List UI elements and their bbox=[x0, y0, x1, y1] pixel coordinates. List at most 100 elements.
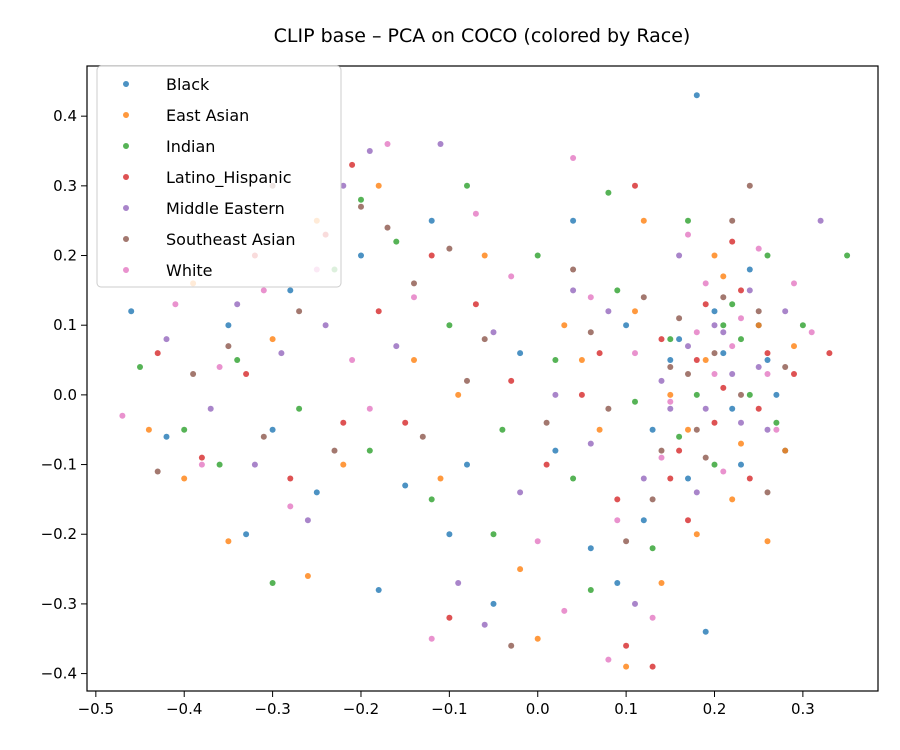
point-5-3 bbox=[260, 433, 267, 440]
point-0-25 bbox=[287, 287, 294, 294]
point-5-4 bbox=[296, 308, 303, 315]
point-0-35 bbox=[773, 391, 780, 398]
y-tick-label: −0.3 bbox=[41, 595, 77, 613]
point-4-11 bbox=[517, 489, 524, 496]
y-tick-label: 0.4 bbox=[53, 107, 77, 125]
chart-title: CLIP base – PCA on COCO (colored by Race… bbox=[274, 25, 691, 47]
y-tick-label: 0.3 bbox=[53, 177, 77, 195]
point-6-23 bbox=[755, 245, 762, 252]
legend-label: East Asian bbox=[166, 106, 249, 125]
point-6-34 bbox=[570, 155, 577, 161]
point-1-29 bbox=[685, 426, 691, 433]
point-5-23 bbox=[764, 489, 771, 496]
point-3-11 bbox=[508, 377, 515, 384]
point-5-16 bbox=[640, 294, 647, 301]
point-3-2 bbox=[243, 371, 250, 377]
point-3-9 bbox=[446, 614, 453, 621]
y-tick-label: −0.1 bbox=[41, 456, 77, 474]
point-4-18 bbox=[693, 489, 700, 496]
point-1-11 bbox=[534, 635, 541, 642]
point-6-17 bbox=[649, 614, 656, 621]
point-2-21 bbox=[764, 252, 771, 259]
point-2-26 bbox=[587, 587, 594, 593]
point-2-6 bbox=[366, 447, 373, 454]
point-6-12 bbox=[534, 538, 541, 545]
point-0-17 bbox=[685, 475, 691, 482]
point-6-11 bbox=[508, 273, 515, 280]
point-0-13 bbox=[587, 545, 594, 552]
x-tick-label: 0.3 bbox=[791, 700, 815, 718]
point-1-27 bbox=[455, 391, 462, 398]
point-1-22 bbox=[764, 538, 771, 545]
point-1-14 bbox=[623, 663, 630, 670]
point-2-4 bbox=[296, 405, 303, 412]
point-4-17 bbox=[676, 252, 683, 259]
point-4-5 bbox=[340, 182, 347, 189]
point-4-28 bbox=[685, 343, 691, 350]
point-0-2 bbox=[225, 322, 232, 329]
legend-label: Latino_Hispanic bbox=[166, 168, 292, 188]
point-6-3 bbox=[260, 287, 267, 294]
point-5-22 bbox=[746, 182, 753, 189]
point-0-10 bbox=[490, 600, 497, 607]
y-axis-ticks: −0.4 −0.3 −0.2 −0.1 0.0 0.1 0.2 0.3 0.4 bbox=[41, 107, 87, 683]
x-axis-ticks: −0.5 −0.4 −0.3 −0.2 −0.1 0.0 0.1 0.2 0.3 bbox=[78, 691, 815, 718]
point-5-30 bbox=[667, 364, 674, 370]
point-0-7 bbox=[402, 482, 409, 489]
point-4-7 bbox=[393, 343, 400, 350]
point-3-29 bbox=[720, 384, 727, 391]
point-2-33 bbox=[773, 419, 780, 426]
point-3-20 bbox=[711, 419, 718, 426]
point-6-9 bbox=[428, 635, 435, 642]
point-1-26 bbox=[729, 496, 736, 503]
point-6-18 bbox=[667, 398, 674, 405]
point-4-14 bbox=[605, 308, 612, 315]
point-4-3 bbox=[278, 350, 285, 357]
point-4-35 bbox=[667, 405, 674, 412]
point-3-35 bbox=[755, 405, 762, 412]
point-4-10 bbox=[490, 329, 497, 336]
legend-marker bbox=[123, 81, 129, 87]
point-3-5 bbox=[349, 161, 356, 168]
x-tick-label: −0.5 bbox=[78, 700, 114, 718]
point-4-26 bbox=[702, 405, 709, 412]
point-1-0 bbox=[145, 426, 152, 433]
point-0-20 bbox=[729, 405, 736, 412]
point-5-28 bbox=[720, 294, 727, 301]
point-6-32 bbox=[658, 454, 665, 461]
point-6-16 bbox=[632, 350, 638, 357]
point-0-26 bbox=[243, 531, 250, 538]
point-2-25 bbox=[490, 531, 497, 538]
point-6-28 bbox=[198, 461, 205, 468]
y-tick-label: 0.1 bbox=[53, 316, 77, 334]
point-2-1 bbox=[181, 426, 188, 433]
point-0-16 bbox=[667, 357, 674, 363]
point-5-9 bbox=[446, 245, 453, 252]
point-3-1 bbox=[198, 454, 205, 461]
legend-marker bbox=[123, 143, 129, 149]
point-4-2 bbox=[251, 461, 258, 468]
point-6-6 bbox=[349, 357, 356, 363]
point-4-16 bbox=[658, 377, 665, 384]
legend-marker bbox=[123, 205, 129, 211]
point-0-12 bbox=[552, 447, 559, 454]
point-4-6 bbox=[366, 148, 373, 154]
point-0-22 bbox=[764, 357, 771, 363]
y-tick-label: 0.0 bbox=[53, 386, 77, 404]
point-2-10 bbox=[499, 426, 506, 433]
point-0-8 bbox=[428, 217, 435, 224]
point-0-9 bbox=[446, 531, 453, 538]
legend-label: Southeast Asian bbox=[166, 230, 296, 249]
x-tick-label: 0.1 bbox=[614, 700, 638, 718]
point-1-31 bbox=[791, 343, 797, 350]
legend-marker bbox=[123, 267, 129, 273]
point-0-14 bbox=[623, 322, 630, 329]
point-4-24 bbox=[782, 308, 789, 315]
point-5-0 bbox=[154, 468, 161, 475]
point-5-5 bbox=[331, 447, 338, 454]
point-6-33 bbox=[366, 405, 373, 412]
point-0-11 bbox=[517, 350, 524, 357]
point-0-31 bbox=[570, 217, 577, 224]
point-1-24 bbox=[304, 573, 311, 579]
point-3-8 bbox=[428, 252, 435, 259]
